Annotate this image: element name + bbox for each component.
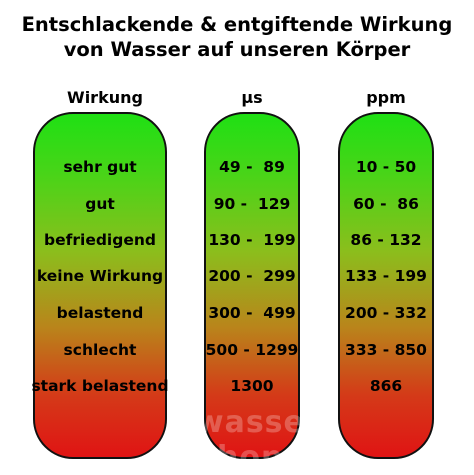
header-us: µs: [241, 88, 263, 107]
us-row-2: 90 - 129: [213, 195, 291, 213]
watermark: wasser-shop.tv: [195, 405, 335, 475]
us-row-1: 49 - 89: [219, 158, 285, 176]
ppm-row-6: 333 - 850: [345, 341, 427, 359]
wirkung-row-3: befriedigend: [44, 231, 156, 249]
wirkung-row-2: gut: [85, 195, 115, 213]
us-column-pill: [204, 112, 300, 459]
ppm-row-5: 200 - 332: [345, 304, 427, 322]
header-ppm: ppm: [366, 88, 406, 107]
wirkung-row-6: schlecht: [63, 341, 137, 359]
wirkung-row-7: stark belastend: [31, 377, 169, 395]
title-line-2: von Wasser auf unseren Körper: [63, 38, 411, 61]
ppm-row-2: 60 - 86: [353, 195, 419, 213]
us-row-7: 1300: [230, 377, 274, 395]
wirkung-row-4: keine Wirkung: [36, 267, 164, 285]
ppm-row-3: 86 - 132: [350, 231, 422, 249]
wirkung-row-5: belastend: [56, 304, 144, 322]
us-row-4: 200 - 299: [208, 267, 296, 285]
us-row-3: 130 - 199: [208, 231, 296, 249]
wirkung-row-1: sehr gut: [63, 158, 137, 176]
us-row-6: 500 - 1299: [205, 341, 299, 359]
ppm-row-4: 133 - 199: [345, 267, 427, 285]
ppm-row-7: 866: [369, 377, 403, 395]
wirkung-column-pill: [33, 112, 167, 459]
ppm-column-pill: [338, 112, 434, 459]
header-wirkung: Wirkung: [67, 88, 143, 107]
title-line-1: Entschlackende & entgiftende Wirkung: [21, 13, 453, 36]
us-row-5: 300 - 499: [208, 304, 296, 322]
page-title: Entschlackende & entgiftende Wirkung von…: [0, 12, 474, 62]
ppm-row-1: 10 - 50: [355, 158, 417, 176]
